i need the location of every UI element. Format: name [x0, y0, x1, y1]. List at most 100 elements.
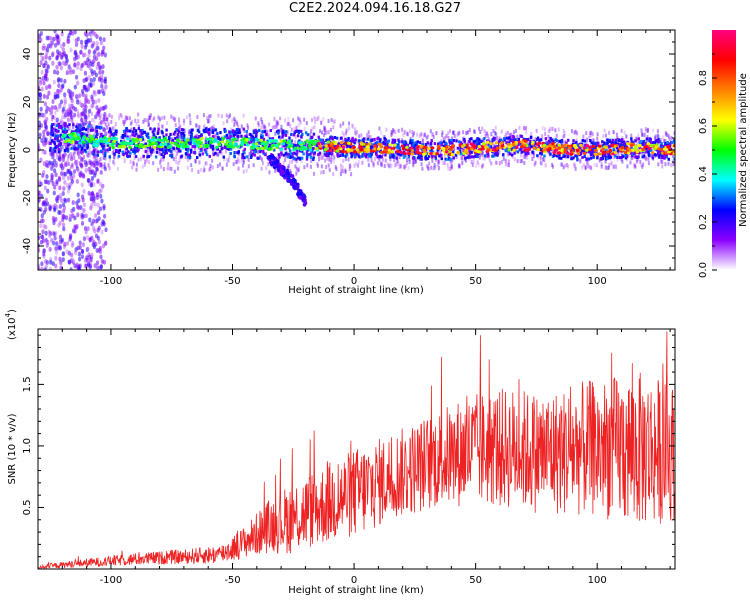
- heatmap-cell: [530, 132, 533, 137]
- heatmap-cell: [40, 266, 44, 270]
- heatmap-cell: [133, 151, 137, 155]
- heatmap-cell: [92, 139, 97, 144]
- heatmap-cell: [111, 145, 115, 150]
- heatmap-cell: [395, 162, 398, 167]
- heatmap-cell: [437, 146, 441, 151]
- heatmap-cell: [90, 68, 94, 74]
- heatmap-cell: [339, 154, 342, 158]
- heatmap-cell: [235, 128, 239, 132]
- heatmap-cell: [547, 134, 550, 139]
- heatmap-cell: [49, 111, 52, 116]
- heatmap-cell: [444, 136, 447, 141]
- heatmap-cell: [557, 143, 562, 147]
- heatmap-cell: [414, 147, 417, 151]
- heatmap-cell: [83, 148, 87, 152]
- heatmap-cell: [328, 167, 331, 172]
- heatmap-cell: [49, 141, 52, 145]
- heatmap-cell: [94, 147, 98, 153]
- heatmap-cell: [164, 149, 167, 153]
- heatmap-cell: [170, 166, 173, 171]
- heatmap-cell: [512, 148, 516, 152]
- heatmap-cell: [586, 154, 589, 159]
- heatmap-cell: [274, 142, 277, 146]
- heatmap-cell: [356, 130, 359, 135]
- heatmap-cell: [611, 138, 614, 142]
- heatmap-cell: [657, 162, 660, 167]
- heatmap-cell: [58, 104, 62, 110]
- heatmap-cell: [459, 141, 462, 145]
- heatmap-cell: [51, 261, 55, 267]
- heatmap-cell: [323, 127, 326, 132]
- heatmap-cell: [431, 132, 434, 137]
- heatmap-cell: [246, 123, 249, 128]
- heatmap-cell: [59, 142, 63, 146]
- heatmap-cell: [63, 131, 67, 135]
- heatmap-cell: [208, 114, 211, 119]
- heatmap-cell: [389, 157, 392, 162]
- heatmap-cell: [134, 129, 138, 133]
- heatmap-cell: [620, 157, 623, 162]
- heatmap-cell: [592, 155, 595, 159]
- heatmap-cell: [262, 152, 266, 156]
- heatmap-cell: [609, 150, 613, 154]
- heatmap-cell: [393, 129, 396, 134]
- heatmap-cell: [478, 141, 481, 145]
- heatmap-cell: [593, 152, 598, 156]
- heatmap-cell: [473, 129, 476, 134]
- heatmap-cell: [131, 133, 134, 137]
- heatmap-cell: [265, 133, 268, 137]
- heatmap-cell: [384, 158, 387, 163]
- heatmap-cell: [348, 121, 351, 126]
- heatmap-cell: [89, 128, 93, 132]
- heatmap-cell: [344, 169, 347, 174]
- heatmap-cell: [536, 154, 539, 158]
- heatmap-cell: [98, 131, 101, 136]
- heatmap-cell: [128, 145, 132, 149]
- heatmap-cell: [84, 213, 88, 219]
- heatmap-cell: [328, 168, 331, 173]
- heatmap-cell: [185, 138, 190, 142]
- heatmap-cell: [285, 153, 288, 158]
- heatmap-cell: [311, 126, 314, 131]
- heatmap-cell: [59, 65, 63, 71]
- heatmap-cell: [85, 97, 89, 103]
- heatmap-cell: [217, 137, 220, 141]
- heatmap-cell: [606, 141, 609, 145]
- heatmap-cell: [68, 107, 72, 112]
- heatmap-cell: [480, 140, 484, 144]
- heatmap-cell: [52, 158, 57, 164]
- heatmap-cell: [399, 163, 402, 168]
- heatmap-cell: [217, 143, 222, 147]
- heatmap-cell: [47, 90, 51, 96]
- heatmap-cell: [254, 128, 257, 132]
- heatmap-cell: [212, 147, 215, 151]
- heatmap-cell: [187, 129, 190, 134]
- heatmap-cell: [412, 150, 415, 154]
- heatmap-cell: [221, 136, 225, 141]
- heatmap-cell: [88, 217, 92, 223]
- heatmap-cell: [190, 148, 193, 152]
- heatmap-cell: [401, 138, 404, 143]
- heatmap-cell: [76, 54, 80, 60]
- heatmap-cell: [411, 156, 415, 160]
- heatmap-cell: [403, 165, 406, 170]
- heatmap-cell: [93, 91, 97, 97]
- heatmap-cell: [55, 93, 60, 99]
- heatmap-cell: [366, 148, 371, 152]
- heatmap-cell: [342, 158, 345, 163]
- heatmap-cell: [635, 159, 638, 164]
- heatmap-cell: [655, 139, 658, 143]
- heatmap-cell: [108, 166, 111, 171]
- heatmap-cell: [310, 150, 314, 154]
- heatmap-cell: [88, 139, 92, 144]
- heatmap-cell: [112, 160, 115, 165]
- heatmap-cell: [470, 137, 473, 141]
- heatmap-cell: [329, 136, 332, 140]
- heatmap-cell: [90, 43, 94, 49]
- heatmap-cell: [182, 131, 185, 135]
- heatmap-cell: [73, 62, 77, 68]
- heatmap-cell: [505, 162, 508, 167]
- heatmap-cell: [94, 136, 97, 140]
- heatmap-cell: [368, 142, 372, 146]
- heatmap-cell: [101, 64, 105, 70]
